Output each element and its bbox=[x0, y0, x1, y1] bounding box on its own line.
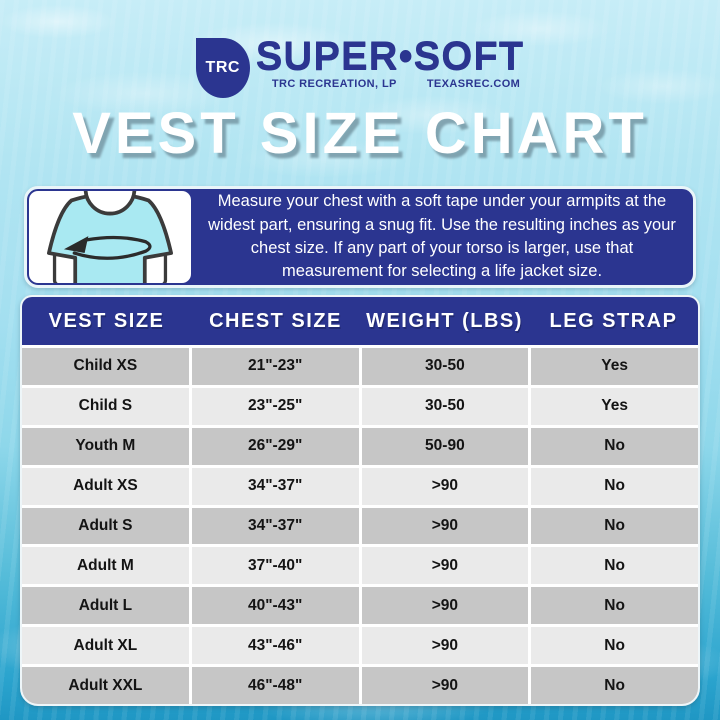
cell-vest-size: Adult L bbox=[22, 587, 189, 625]
cell-chest-size: 21"-23" bbox=[191, 348, 359, 385]
cell-weight: >90 bbox=[361, 667, 529, 704]
cell-weight: >90 bbox=[361, 547, 529, 585]
cell-weight: 30-50 bbox=[361, 387, 529, 425]
cell-leg-strap: No bbox=[531, 507, 698, 545]
table-row: Adult S 34"-37" >90 No bbox=[22, 507, 698, 545]
cell-chest-size: 34"-37" bbox=[191, 467, 359, 505]
column-header-vest-size: VEST SIZE bbox=[48, 309, 165, 332]
cell-chest-size: 43"-46" bbox=[191, 627, 359, 665]
table-row: Adult L 40"-43" >90 No bbox=[22, 587, 698, 625]
brand-taglines: TRC RECREATION, LP TEXASREC.COM bbox=[256, 78, 524, 90]
column-header-leg-strap: LEG STRAP bbox=[549, 309, 678, 332]
cell-vest-size: Adult M bbox=[22, 547, 189, 585]
cell-leg-strap: Yes bbox=[531, 387, 698, 425]
table-row: Youth M 26"-29" 50-90 No bbox=[22, 427, 698, 465]
measure-arrow-icon bbox=[63, 235, 152, 260]
cell-leg-strap: No bbox=[531, 587, 698, 625]
cell-vest-size: Youth M bbox=[22, 427, 189, 465]
cell-weight: >90 bbox=[361, 587, 529, 625]
tshirt-icon bbox=[47, 191, 173, 283]
tagline-company: TRC RECREATION, LP bbox=[271, 78, 397, 90]
cell-weight: 50-90 bbox=[361, 427, 529, 465]
column-header-chest-size: CHEST SIZE bbox=[209, 309, 342, 332]
cell-chest-size: 26"-29" bbox=[191, 427, 359, 465]
cell-chest-size: 40"-43" bbox=[191, 587, 359, 625]
measurement-instructions-text: Measure your chest with a soft tape unde… bbox=[208, 192, 676, 281]
cell-leg-strap: No bbox=[531, 467, 698, 505]
table-row: Adult M 37"-40" >90 No bbox=[22, 547, 698, 585]
size-table: VEST SIZE CHEST SIZE WEIGHT (LBS) LEG ST… bbox=[20, 295, 700, 706]
brand-logo: TRC SUPER•SOFT TRC RECREATION, LP TEXASR… bbox=[0, 36, 720, 98]
cell-vest-size: Adult XXL bbox=[22, 667, 189, 704]
cell-chest-size: 37"-40" bbox=[191, 547, 359, 585]
cell-vest-size: Adult S bbox=[22, 507, 189, 545]
cell-chest-size: 46"-48" bbox=[191, 667, 359, 704]
table-body: Child XS 21"-23" 30-50 Yes Child S 23"-2… bbox=[22, 345, 698, 704]
cell-weight: >90 bbox=[361, 627, 529, 665]
cell-weight: >90 bbox=[361, 467, 529, 505]
cell-vest-size: Adult XL bbox=[22, 627, 189, 665]
cell-vest-size: Adult XS bbox=[22, 467, 189, 505]
table-row: Adult XS 34"-37" >90 No bbox=[22, 467, 698, 505]
table-row: Adult XXL 46"-48" >90 No bbox=[22, 667, 698, 704]
cell-leg-strap: No bbox=[531, 427, 698, 465]
cell-chest-size: 23"-25" bbox=[191, 387, 359, 425]
table-row: Child S 23"-25" 30-50 Yes bbox=[22, 387, 698, 425]
page-title: VEST SIZE CHART bbox=[72, 101, 648, 166]
cell-leg-strap: No bbox=[531, 667, 698, 704]
cell-leg-strap: No bbox=[531, 547, 698, 585]
cell-chest-size: 34"-37" bbox=[191, 507, 359, 545]
water-drop-icon: TRC bbox=[195, 38, 250, 98]
cell-leg-strap: Yes bbox=[531, 348, 698, 385]
table-header-row: VEST SIZE CHEST SIZE WEIGHT (LBS) LEG ST… bbox=[22, 297, 698, 345]
cell-weight: >90 bbox=[361, 507, 529, 545]
cell-vest-size: Child S bbox=[22, 387, 189, 425]
table-row: Child XS 21"-23" 30-50 Yes bbox=[22, 348, 698, 385]
tshirt-measure-illustration bbox=[29, 191, 191, 283]
tagline-website: TEXASREC.COM bbox=[426, 78, 521, 90]
cell-leg-strap: No bbox=[531, 627, 698, 665]
logo-drop-label: TRC bbox=[205, 59, 240, 76]
column-header-weight: WEIGHT (LBS) bbox=[366, 309, 523, 332]
cell-vest-size: Child XS bbox=[22, 348, 189, 385]
table-row: Adult XL 43"-46" >90 No bbox=[22, 627, 698, 665]
cell-weight: 30-50 bbox=[361, 348, 529, 385]
measurement-instructions-box: Measure your chest with a soft tape unde… bbox=[24, 186, 696, 288]
brand-name: SUPER•SOFT bbox=[255, 34, 525, 78]
